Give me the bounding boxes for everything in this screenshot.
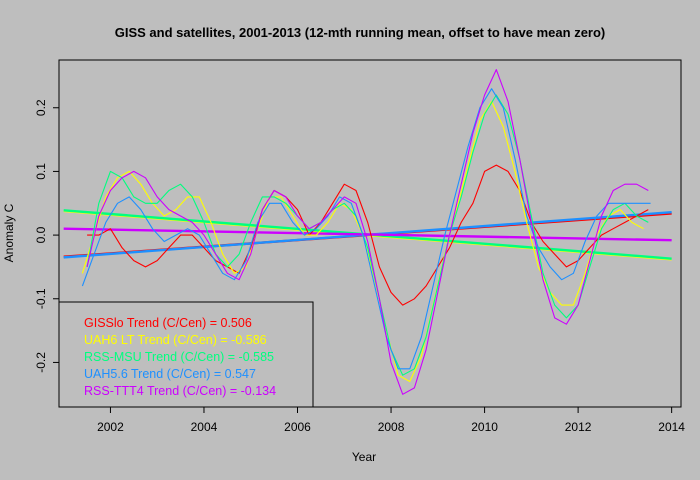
x-tick-label: 2010 [471, 420, 498, 434]
chart-title: GISS and satellites, 2001-2013 (12-mth r… [115, 25, 606, 40]
x-tick-label: 2004 [191, 420, 218, 434]
x-tick-label: 2006 [284, 420, 311, 434]
series-line [86, 69, 649, 395]
axes: 2002 2004 2006 2008 2010 2012 2014 -0.2 -0.1 0.0 0… [34, 99, 685, 434]
trend-line [63, 227, 672, 242]
legend-entry: RSS-TTT4 Trend (C/Cen) = -0.134 [84, 384, 276, 398]
y-axis-label: Anomaly C [2, 203, 16, 262]
plot-frame [58, 59, 682, 408]
x-tick-label: 2008 [378, 420, 405, 434]
legend-entry: UAH5.6 Trend (C/Cen) = 0.547 [84, 367, 256, 381]
series-line [86, 94, 649, 376]
legend-box [58, 301, 314, 408]
y-tick-label: 0.0 [34, 226, 48, 243]
x-tick-label: 2014 [658, 420, 685, 434]
y-tick-label: 0.1 [34, 163, 48, 180]
series-line [81, 88, 651, 370]
legend-entry: UAH6 LT Trend (C/Cen) = -0.586 [84, 333, 267, 347]
legend: GISSlo Trend (C/Cen) = 0.506 UAH6 LT Tren… [84, 316, 276, 398]
series-lines [81, 69, 651, 395]
y-tick-label: -0.1 [34, 288, 48, 309]
trend-lines [63, 209, 672, 261]
series-line [87, 164, 649, 306]
legend-entry: GISSlo Trend (C/Cen) = 0.506 [84, 316, 252, 330]
y-tick-label: 0.2 [34, 99, 48, 116]
x-tick-label: 2012 [565, 420, 592, 434]
y-tick-label: -0.2 [34, 352, 48, 373]
legend-entry: RSS-MSU Trend (C/Cen) = -0.585 [84, 350, 274, 364]
x-tick-label: 2002 [97, 420, 124, 434]
x-axis-label: Year [352, 450, 376, 464]
